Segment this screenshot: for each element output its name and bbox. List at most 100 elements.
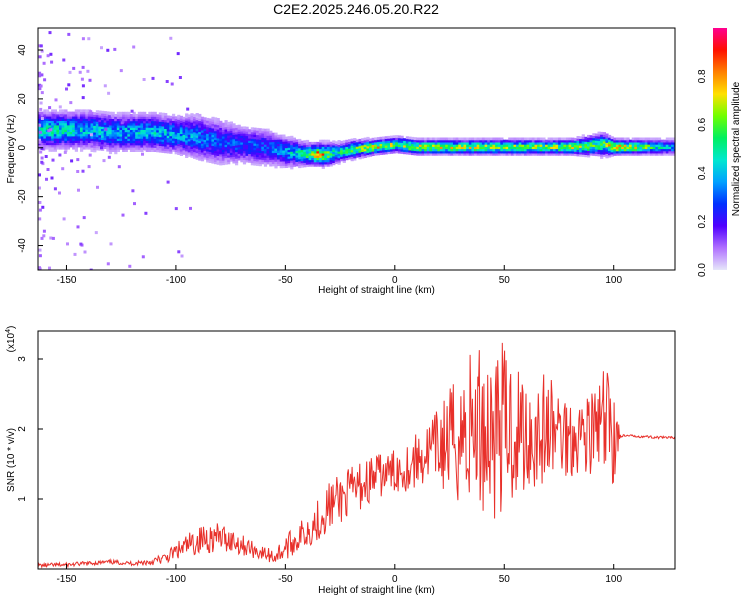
- heatmap-cell: [98, 110, 102, 114]
- heatmap-speckle: [46, 168, 50, 171]
- heatmap-cell: [313, 152, 317, 156]
- heatmap-cell: [224, 150, 228, 154]
- heatmap-cell: [53, 135, 57, 139]
- heatmap-cell: [164, 132, 168, 136]
- heatmap-cell: [237, 146, 241, 150]
- heatmap-cell: [177, 123, 181, 127]
- heatmap-cell: [156, 149, 160, 153]
- heatmap-cell: [411, 152, 415, 156]
- heatmap-cell: [263, 135, 268, 139]
- heatmap-cell: [219, 162, 223, 166]
- heatmap-cell: [64, 109, 68, 113]
- heatmap-cell: [492, 139, 496, 143]
- heatmap-cell: [366, 152, 370, 156]
- heatmap-cell: [187, 140, 191, 144]
- heatmap-cell: [271, 154, 275, 158]
- heatmap-cell: [219, 125, 223, 128]
- heatmap-cell: [332, 155, 336, 159]
- heatmap-cell: [587, 150, 591, 154]
- heatmap-cell: [300, 153, 304, 157]
- heatmap-cell: [400, 137, 404, 141]
- heatmap-cell: [90, 111, 94, 115]
- heatmap-cell: [298, 143, 302, 147]
- heatmap-cell: [111, 129, 115, 133]
- heatmap-cell: [74, 118, 78, 121]
- heatmap-cell: [193, 114, 197, 117]
- heatmap-speckle: [106, 48, 110, 52]
- heatmap-cell: [631, 152, 635, 156]
- heatmap-cell: [405, 136, 409, 140]
- heatmap-cell: [227, 132, 231, 136]
- heatmap-cell: [190, 113, 194, 116]
- heatmap-cell: [98, 119, 102, 123]
- heatmap-cell: [442, 144, 446, 147]
- heatmap-cell: [232, 154, 236, 157]
- heatmap-cell: [43, 127, 47, 130]
- heatmap-cell: [518, 137, 522, 141]
- heatmap-cell: [479, 148, 483, 152]
- heatmap-cell: [500, 146, 504, 150]
- heatmap-cell: [114, 138, 118, 141]
- heatmap-cell: [187, 145, 191, 148]
- heatmap-cell: [187, 138, 191, 142]
- heatmap-cell: [313, 161, 317, 165]
- heatmap-cell: [324, 150, 328, 154]
- heatmap-cell: [193, 156, 197, 159]
- heatmap-cell: [153, 127, 157, 130]
- heatmap-cell: [602, 151, 606, 155]
- heatmap-cell: [534, 146, 538, 150]
- heatmap-cell: [258, 132, 262, 136]
- heatmap-cell: [106, 131, 110, 134]
- heatmap-cell: [432, 150, 436, 154]
- heatmap-cell: [245, 135, 249, 139]
- heatmap-cell: [124, 149, 128, 152]
- heatmap-cell: [342, 149, 346, 152]
- heatmap-cell: [248, 142, 252, 146]
- heatmap-cell: [657, 150, 662, 154]
- heatmap-cell: [521, 146, 525, 150]
- heatmap-cell: [261, 157, 265, 160]
- heatmap-cell: [103, 117, 107, 121]
- heatmap-cell: [271, 132, 275, 136]
- heatmap-cell: [594, 146, 599, 150]
- heatmap-cell: [208, 138, 212, 141]
- heatmap-cell: [248, 140, 252, 143]
- heatmap-cell: [319, 152, 323, 156]
- heatmap-cell: [195, 146, 199, 149]
- heatmap-cell: [240, 144, 244, 147]
- heatmap-cell: [636, 141, 641, 145]
- heatmap-cell: [53, 127, 57, 130]
- heatmap-speckle: [86, 69, 90, 73]
- heatmap-speckle: [76, 170, 80, 173]
- heatmap-cell: [108, 131, 113, 135]
- heatmap-cell: [43, 133, 47, 137]
- heatmap-cell: [164, 121, 168, 125]
- heatmap-cell: [481, 139, 486, 143]
- heatmap-cell: [411, 141, 415, 145]
- heatmap-cell: [610, 140, 614, 144]
- heatmap-speckle: [177, 250, 181, 254]
- heatmap-cell: [300, 151, 304, 155]
- heatmap-cell: [298, 141, 302, 144]
- heatmap-cell: [631, 139, 635, 143]
- heatmap-cell: [211, 141, 215, 144]
- heatmap-speckle: [54, 98, 58, 102]
- heatmap-cell: [665, 139, 669, 143]
- heatmap-cell: [374, 141, 378, 145]
- heatmap-cell: [576, 147, 580, 150]
- heatmap-cell: [140, 111, 144, 115]
- heatmap-cell: [421, 139, 425, 143]
- heatmap-cell: [395, 146, 399, 149]
- heatmap-cell: [492, 141, 496, 145]
- heatmap-cell: [279, 136, 283, 140]
- heatmap-speckle: [38, 138, 41, 142]
- heatmap-cell: [353, 157, 357, 161]
- heatmap-cell: [581, 143, 585, 146]
- heatmap-cell: [663, 152, 667, 156]
- heatmap-cell: [316, 159, 320, 163]
- heatmap-cell: [579, 142, 583, 146]
- heatmap-cell: [571, 144, 575, 147]
- heatmap-cell: [287, 136, 291, 139]
- heatmap-cell: [502, 141, 507, 145]
- heatmap-cell: [198, 124, 202, 128]
